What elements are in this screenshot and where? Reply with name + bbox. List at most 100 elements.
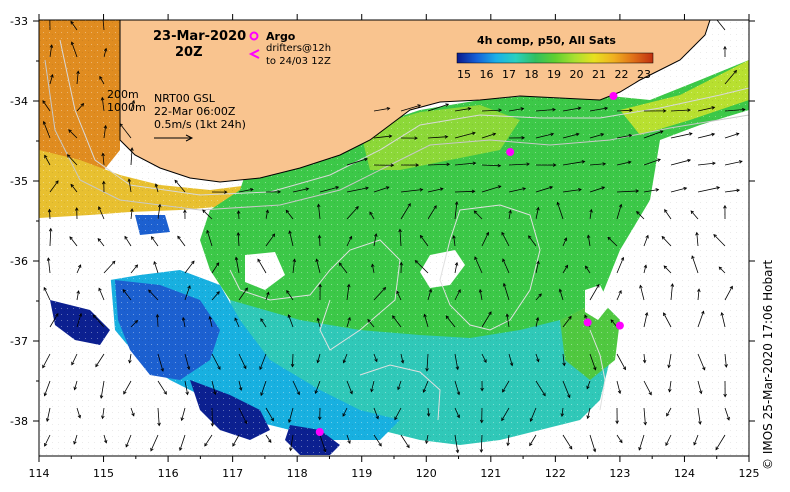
current-vector-head <box>163 391 167 395</box>
current-vector-head <box>70 41 75 46</box>
current-vector-head <box>244 287 248 292</box>
current-vector <box>98 206 105 220</box>
current-vector <box>103 125 107 139</box>
current-vector <box>69 236 78 247</box>
current-vector <box>508 108 524 112</box>
current-vector <box>238 210 240 220</box>
colorbar-tick-label: 18 <box>525 68 539 81</box>
current-vector-head <box>392 315 396 319</box>
current-vector-head <box>414 259 419 264</box>
current-vector <box>370 380 375 392</box>
current-vector <box>49 44 53 58</box>
current-vector <box>399 229 402 247</box>
current-vector-head <box>601 186 606 190</box>
current-vector <box>102 20 105 31</box>
y-tick-label: -36 <box>10 255 28 268</box>
current-vector <box>616 161 631 166</box>
current-vector <box>535 293 542 301</box>
current-vector <box>724 109 745 112</box>
vector-scale-arrow <box>154 134 194 142</box>
current-vector <box>157 380 167 395</box>
current-vector-head <box>662 109 667 113</box>
current-vector <box>501 407 510 421</box>
current-vector <box>638 434 645 451</box>
current-vector-head <box>69 236 73 240</box>
colorbar-tick-label: 21 <box>592 68 606 81</box>
current-vector-head <box>478 288 483 293</box>
current-vector <box>721 312 726 328</box>
current-vector-head <box>157 203 162 208</box>
current-vector <box>508 188 526 193</box>
current-vector-head <box>505 313 510 318</box>
current-vector <box>400 353 404 364</box>
current-vector <box>427 205 437 220</box>
current-vector <box>317 318 321 328</box>
current-vector <box>697 289 700 301</box>
current-vector <box>587 235 591 247</box>
current-vector <box>559 289 564 301</box>
current-vector-head <box>130 147 134 151</box>
current-vector-head <box>698 421 702 425</box>
current-vector-head <box>564 264 569 269</box>
current-vector-head <box>266 291 270 296</box>
current-vector-head <box>711 132 716 137</box>
current-vector-head <box>526 162 531 166</box>
current-vector <box>501 232 510 247</box>
current-vector-head <box>446 162 451 167</box>
current-vector-head <box>445 103 450 107</box>
current-vector-head <box>271 233 276 238</box>
current-vector <box>562 316 572 328</box>
current-vector-head <box>375 415 379 420</box>
drifters-legend-line2: to 24/03 12Z <box>266 56 331 67</box>
current-vector <box>454 108 471 112</box>
current-vector-head <box>425 368 429 372</box>
current-vector <box>664 209 672 220</box>
y-tick-label: -34 <box>10 95 28 108</box>
current-vector <box>427 289 432 301</box>
current-vector-head <box>43 286 47 291</box>
current-vector <box>129 353 132 363</box>
current-vector-head <box>80 103 85 107</box>
current-vector-head <box>92 314 97 319</box>
current-vector <box>130 208 133 220</box>
current-vector-head <box>43 392 48 397</box>
current-vector-head <box>414 136 418 140</box>
current-vector <box>454 407 460 418</box>
altimetry-label: NRT00 GSL <box>154 92 216 105</box>
colorbar-tick-label: 15 <box>457 68 471 81</box>
current-vector-head <box>210 423 215 427</box>
current-vector <box>155 183 159 193</box>
current-vector <box>508 210 511 220</box>
current-vector-head <box>636 210 640 215</box>
current-vector-head <box>425 440 429 445</box>
current-vector-head <box>643 421 647 426</box>
current-vector <box>153 261 159 274</box>
current-vector <box>607 237 618 247</box>
current-vector <box>235 257 240 274</box>
current-vector-head <box>724 364 728 368</box>
altimetry-time-label: 22-Mar 06:00Z <box>154 105 236 118</box>
current-vector-head <box>699 390 703 395</box>
current-vector <box>317 353 321 363</box>
current-vector <box>49 180 59 193</box>
time-label: 20Z <box>175 45 203 60</box>
current-vectors <box>42 20 746 454</box>
current-vector-head <box>720 311 724 316</box>
current-vector <box>616 380 621 394</box>
current-vector-head <box>713 234 717 238</box>
current-vector <box>589 133 604 139</box>
current-vector <box>265 292 269 301</box>
current-vector-head <box>288 230 292 234</box>
current-vector-head <box>715 446 719 451</box>
current-vector <box>713 234 726 247</box>
current-vector-head <box>423 313 427 318</box>
current-vector-head <box>723 393 727 398</box>
current-vector-head <box>355 205 359 210</box>
current-vector-head <box>426 413 431 417</box>
current-vector <box>670 133 693 139</box>
current-vector <box>670 283 673 301</box>
current-vector-head <box>122 289 127 293</box>
current-vector-head <box>485 231 490 236</box>
current-vector <box>718 266 726 274</box>
current-vector <box>367 319 375 328</box>
